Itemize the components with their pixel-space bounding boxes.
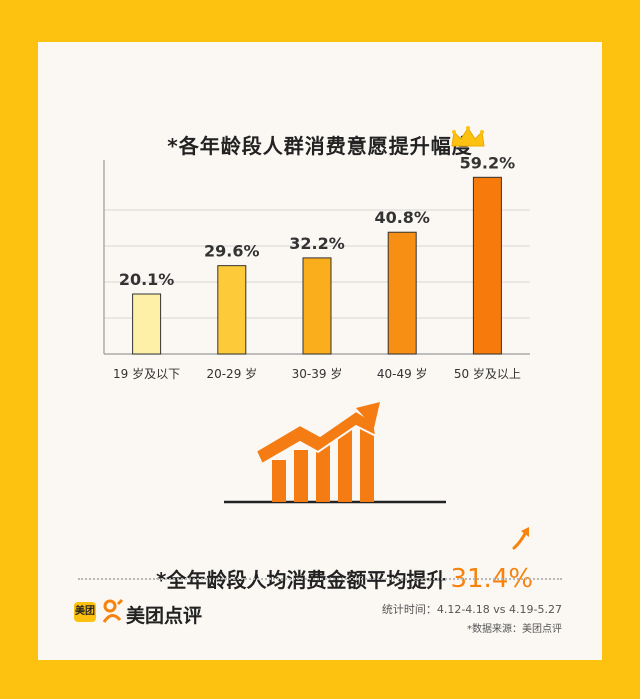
infographic-card: *各年龄段人群消费意愿提升幅度 20.1% 29.6% 32.2% 40.8% 59.2…	[38, 42, 602, 660]
brand-badge: 美团	[74, 602, 96, 622]
crown-icon	[451, 126, 485, 147]
bar	[387, 231, 417, 355]
bars	[132, 176, 502, 355]
chart-title: *各年龄段人群消费意愿提升幅度	[167, 134, 473, 158]
bar	[217, 265, 247, 355]
bar	[472, 176, 502, 355]
bar-value-label: 40.8%	[374, 208, 430, 227]
growth-bars-illustration	[224, 402, 446, 504]
bar-value-label: 20.1%	[119, 270, 175, 289]
data-source: *数据来源：美团点评	[467, 624, 562, 635]
divider	[78, 578, 562, 580]
bar-chart: 20.1% 29.6% 32.2% 40.8% 59.2% 19 岁及以下 20-29 岁…	[102, 126, 530, 623]
x-tick-label: 30-39 岁	[292, 366, 343, 381]
bar-value-label: 29.6%	[204, 242, 260, 261]
x-tick-label: 20-29 岁	[206, 366, 257, 381]
x-tick-label: 19 岁及以下	[113, 366, 180, 381]
trend-up-arrow-icon	[512, 527, 529, 550]
bar	[132, 293, 162, 355]
stat-time: 统计时间：4.12-4.18 vs 4.19-5.27	[381, 603, 562, 616]
x-tick-labels: 19 岁及以下 20-29 岁 30-39 岁 40-49 岁 50 岁及以上	[113, 366, 521, 381]
summary-text: *全年龄段人均消费金额平均提升	[156, 568, 447, 592]
x-tick-label: 40-49 岁	[377, 366, 428, 381]
x-tick-label: 50 岁及以上	[454, 366, 521, 381]
value-labels: 20.1% 29.6% 32.2% 40.8% 59.2%	[119, 153, 515, 289]
bar	[302, 257, 332, 355]
summary-line: *全年龄段人均消费金额平均提升 31.4%	[156, 564, 533, 594]
bar-value-label: 32.2%	[289, 234, 345, 253]
bar-value-label: 59.2%	[460, 153, 516, 172]
meituan-dianping-logo-icon	[102, 598, 124, 623]
brand-name: 美团点评	[126, 605, 203, 627]
